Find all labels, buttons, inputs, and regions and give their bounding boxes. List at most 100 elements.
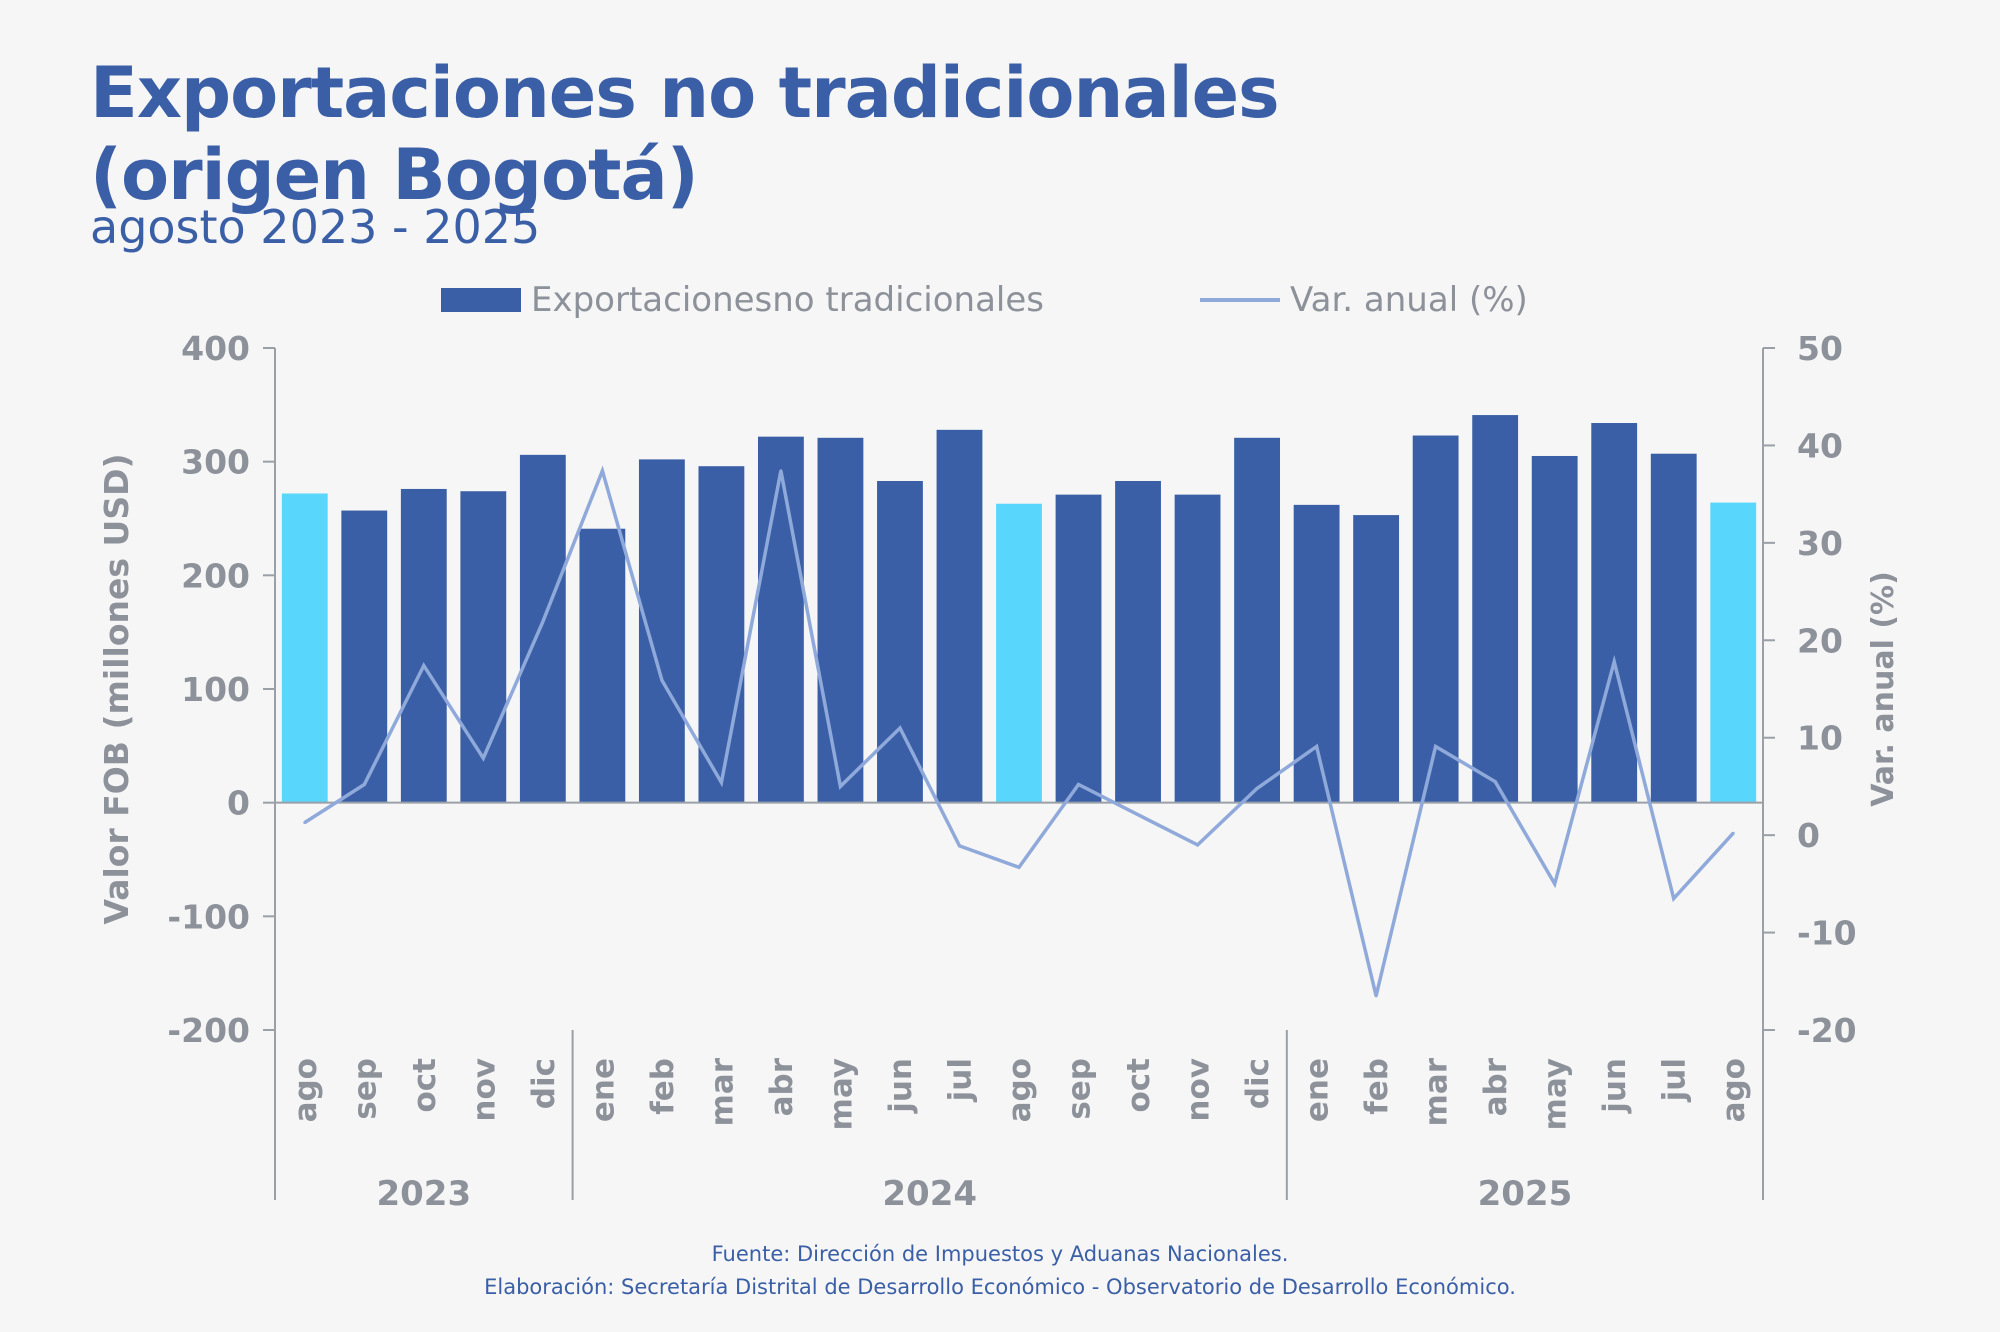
month-label: jul: [1657, 1058, 1693, 1103]
variation-point: [600, 469, 604, 473]
source-note: Fuente: Dirección de Impuestos y Aduanas…: [0, 1238, 2000, 1304]
month-label: sep: [1062, 1058, 1098, 1120]
variation-point: [1612, 660, 1616, 664]
variation-point: [362, 782, 366, 786]
bar: [1591, 423, 1638, 803]
variation-point: [779, 469, 783, 473]
variation-point: [1136, 813, 1140, 817]
bar: [460, 491, 507, 803]
year-label: 2025: [1478, 1174, 1573, 1214]
right-tick-label: 20: [1797, 621, 1843, 660]
variation-point: [1553, 882, 1557, 886]
bar: [638, 459, 685, 803]
chart-title: Exportaciones no tradicionales (origen B…: [90, 52, 1280, 216]
right-tick-label: 10: [1797, 719, 1843, 758]
variation-point: [1196, 843, 1200, 847]
year-label: 2023: [376, 1174, 471, 1214]
variation-point: [1434, 744, 1438, 748]
chart-title-line1: Exportaciones no tradicionales: [90, 52, 1280, 134]
bar: [698, 466, 745, 803]
bar: [519, 454, 566, 803]
bar: [1710, 502, 1757, 803]
month-label: dic: [526, 1058, 562, 1109]
month-label: sep: [347, 1058, 383, 1120]
variation-point: [1315, 744, 1319, 748]
bar: [817, 437, 864, 803]
right-tick-label: -20: [1797, 1011, 1857, 1050]
legend-line-label: Var. anual (%): [1290, 280, 1528, 320]
variation-point: [898, 726, 902, 730]
variation-point: [838, 784, 842, 788]
month-label: nov: [466, 1058, 502, 1122]
bar: [1115, 480, 1161, 803]
variation-point: [1672, 896, 1676, 900]
right-tick-label: -10: [1797, 914, 1857, 953]
left-tick-label: 300: [181, 443, 250, 482]
bar: [1412, 435, 1459, 803]
month-label: oct: [1121, 1058, 1157, 1113]
month-label: ene: [585, 1058, 621, 1122]
right-tick-label: 30: [1797, 524, 1843, 563]
variation-point: [422, 664, 426, 668]
month-label: feb: [645, 1058, 681, 1115]
variation-point: [1077, 782, 1081, 786]
month-label: abr: [764, 1057, 800, 1116]
month-label: jun: [883, 1058, 919, 1115]
bar: [1174, 494, 1221, 803]
variation-point: [1374, 994, 1378, 998]
month-label: abr: [1478, 1057, 1514, 1116]
legend-bar-label: Exportacionesno tradicionales: [531, 280, 1044, 320]
year-label: 2024: [882, 1174, 977, 1214]
month-label: jul: [943, 1058, 979, 1103]
bar: [936, 429, 983, 803]
month-label: ago: [288, 1058, 324, 1122]
month-label: nov: [1181, 1058, 1217, 1122]
variation-point: [957, 844, 961, 848]
variation-point: [660, 678, 664, 682]
variation-point: [1017, 865, 1021, 869]
right-tick-label: 40: [1797, 426, 1843, 465]
bar: [1531, 455, 1578, 803]
bar: [1650, 453, 1697, 803]
variation-point: [541, 620, 545, 624]
month-label: oct: [407, 1058, 443, 1113]
variation-point: [719, 781, 723, 785]
bar: [341, 510, 388, 803]
bar: [877, 480, 923, 803]
bar: [1234, 437, 1280, 803]
right-tick-label: 0: [1797, 816, 1820, 855]
bar: [281, 493, 328, 803]
right-axis-title: Var. anual (%): [1866, 571, 1901, 807]
bar: [758, 436, 804, 803]
chart-subtitle: agosto 2023 - 2025: [90, 200, 541, 254]
left-tick-label: 0: [227, 784, 250, 823]
month-label: ene: [1300, 1058, 1336, 1122]
variation-point: [303, 820, 307, 824]
month-label: feb: [1359, 1058, 1395, 1115]
bar: [579, 528, 626, 803]
legend-bar-swatch: [441, 288, 521, 312]
chart-title-line2: (origen Bogotá): [90, 134, 699, 216]
left-axis-title: Valor FOB (millones USD): [97, 453, 136, 924]
variation-point: [1255, 786, 1259, 790]
month-label: ago: [1002, 1058, 1038, 1122]
month-label: may: [823, 1058, 859, 1130]
source-line: Fuente: Dirección de Impuestos y Aduanas…: [711, 1242, 1289, 1266]
variation-point: [481, 756, 485, 760]
variation-point: [1493, 780, 1497, 784]
month-label: may: [1538, 1058, 1574, 1130]
bar: [1472, 415, 1519, 803]
month-label: dic: [1240, 1058, 1276, 1109]
bar: [1353, 515, 1400, 803]
month-label: ago: [1716, 1058, 1752, 1122]
month-label: mar: [704, 1057, 740, 1126]
left-tick-label: 200: [181, 556, 250, 595]
month-label: mar: [1419, 1057, 1455, 1126]
bar: [996, 503, 1042, 803]
variation-point: [1731, 831, 1735, 835]
month-label: jun: [1597, 1058, 1633, 1115]
right-tick-label: 50: [1797, 329, 1843, 368]
left-tick-label: 400: [181, 329, 250, 368]
left-tick-label: 100: [181, 670, 250, 709]
